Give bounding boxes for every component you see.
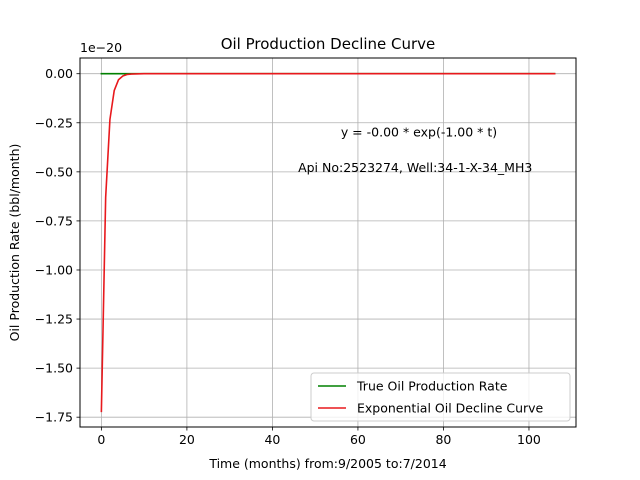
x-tick-label: 80: [435, 432, 451, 447]
ticks: 0 20 40 60 80 100 0.00 −0.25 −0.50 −0.75 −1.00 −1.2…: [35, 66, 541, 447]
legend-label: Exponential Oil Decline Curve: [357, 401, 544, 416]
x-tick-label: 100: [517, 432, 541, 447]
x-tick-label: 0: [97, 432, 105, 447]
legend-box: [310, 372, 571, 422]
plot-area-frame: [79, 57, 577, 428]
x-tick-label: 60: [350, 432, 366, 447]
y-tick-label: −0.75: [35, 213, 73, 228]
equation-annotation: y = -0.00 * exp(-1.00 * t): [341, 125, 497, 140]
chart-title: Oil Production Decline Curve: [221, 35, 436, 53]
x-tick-label: 40: [264, 432, 280, 447]
y-tick-label: −1.25: [35, 312, 73, 327]
well-info-annotation: Api No:2523274, Well:34-1-X-34_MH3: [298, 160, 532, 175]
y-axis-title: Oil Production Rate (bbl/month): [7, 144, 22, 342]
legend-label: True Oil Production Rate: [356, 379, 508, 394]
y-scale-factor-label: 1e−20: [80, 40, 122, 55]
y-tick-label: −0.25: [35, 115, 73, 130]
y-tick-label: −1.50: [35, 361, 73, 376]
legend: True Oil Production Rate Exponential Oil …: [310, 372, 571, 422]
series-layer: [100, 72, 556, 413]
y-tick-label: −0.50: [35, 164, 73, 179]
annotations: y = -0.00 * exp(-1.00 * t) Api No:2523274…: [298, 125, 532, 175]
series-line-exponential-decline-curve: [100, 72, 556, 413]
x-tick-label: 20: [179, 432, 195, 447]
grid: [80, 58, 576, 427]
y-tick-label: −1.00: [35, 262, 73, 277]
y-tick-label: 0.00: [45, 66, 73, 81]
y-tick-label: −1.75: [35, 410, 73, 425]
x-axis-title: Time (months) from:9/2005 to:7/2014: [208, 456, 446, 471]
